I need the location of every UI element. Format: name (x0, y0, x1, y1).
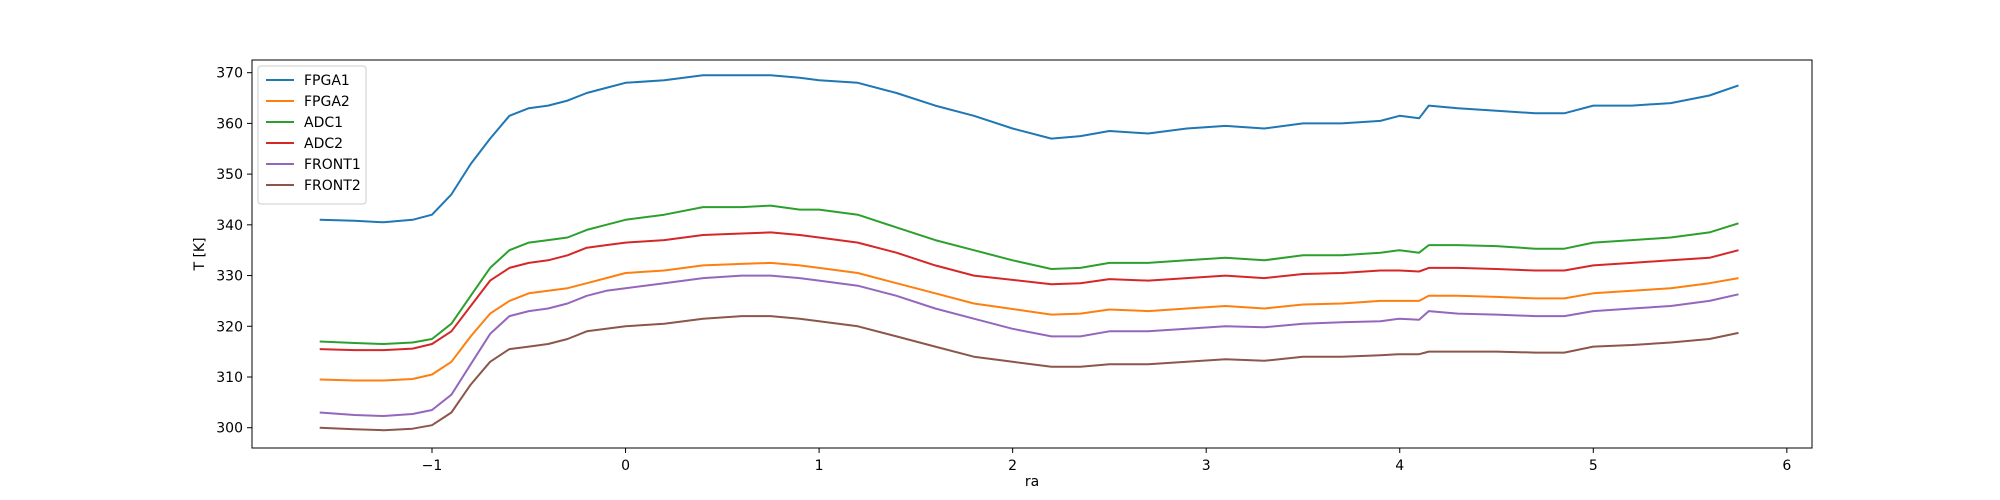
x-tick-label: 5 (1589, 458, 1598, 474)
y-axis-label: T [K] (192, 237, 208, 271)
x-tick-label: 1 (815, 458, 824, 474)
y-tick-label: 310 (216, 370, 243, 386)
series-line-adc2 (319, 231, 1739, 352)
x-axis: −1 0 1 2 3 4 5 6 (422, 448, 1791, 474)
series-line-fpga1 (319, 74, 1739, 224)
y-tick-label: 320 (216, 319, 243, 335)
y-axis: 300 310 320 330 340 350 360 370 (216, 66, 252, 437)
series-line-front2 (319, 315, 1739, 432)
legend-label-adc1: ADC1 (304, 115, 343, 131)
x-tick-label: −1 (422, 458, 443, 474)
x-tick-label: 4 (1395, 458, 1404, 474)
y-tick-label: 300 (216, 421, 243, 437)
y-tick-label: 370 (216, 66, 243, 82)
legend-label-front2: FRONT2 (304, 178, 361, 194)
legend-label-fpga1: FPGA1 (304, 73, 350, 89)
y-tick-label: 360 (216, 116, 243, 132)
legend-label-adc2: ADC2 (304, 136, 343, 152)
x-tick-label: 6 (1782, 458, 1791, 474)
legend: FPGA1 FPGA2 ADC1 ADC2 FRONT1 FRONT2 (257, 65, 367, 205)
series-line-fpga2 (319, 261, 1739, 382)
series-layer (319, 74, 1739, 432)
x-tick-label: 3 (1202, 458, 1211, 474)
legend-label-front1: FRONT1 (304, 157, 361, 173)
series-line-front1 (319, 274, 1739, 417)
y-tick-label: 340 (216, 218, 243, 234)
series-line-adc1 (319, 204, 1739, 345)
legend-label-fpga2: FPGA2 (304, 94, 350, 110)
plot-frame (251, 59, 1813, 449)
y-tick-label: 330 (216, 269, 243, 285)
y-tick-label: 350 (216, 167, 243, 183)
x-tick-label: 0 (621, 458, 630, 474)
x-axis-label: ra (1025, 474, 1039, 490)
x-tick-label: 2 (1008, 458, 1017, 474)
